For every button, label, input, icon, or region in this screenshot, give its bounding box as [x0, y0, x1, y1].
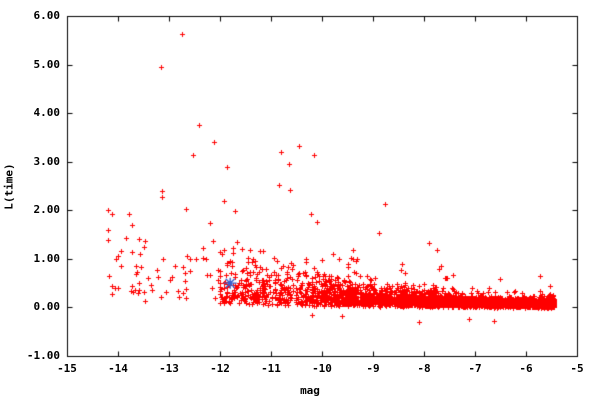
x-tick-label: -10 — [312, 362, 332, 375]
y-tick-label: 4.00 — [33, 106, 61, 120]
x-tick-label: -15 — [57, 362, 77, 375]
x-tick-label: -6 — [519, 362, 533, 375]
x-axis-title: mag — [300, 384, 320, 397]
y-tick-label: 6.00 — [33, 9, 61, 22]
x-tick-label: -14 — [108, 362, 128, 375]
x-tick-label: -11 — [261, 362, 281, 375]
x-tick-label: -12 — [210, 362, 230, 375]
y-tick-label: 5.00 — [33, 57, 61, 71]
x-tick-label: -8 — [417, 362, 431, 375]
y-tick-label: 2.00 — [33, 203, 61, 217]
y-tick-label: 1.00 — [33, 251, 61, 265]
x-tick-label: -7 — [468, 362, 482, 375]
x-tick-label: -5 — [570, 362, 584, 375]
y-tick-label: 3.00 — [33, 154, 61, 168]
y-tick-label: 0.00 — [33, 300, 61, 314]
x-tick-label: -13 — [159, 362, 179, 375]
x-tick-label: -9 — [366, 362, 380, 375]
y-tick-label: -1.00 — [26, 349, 60, 362]
